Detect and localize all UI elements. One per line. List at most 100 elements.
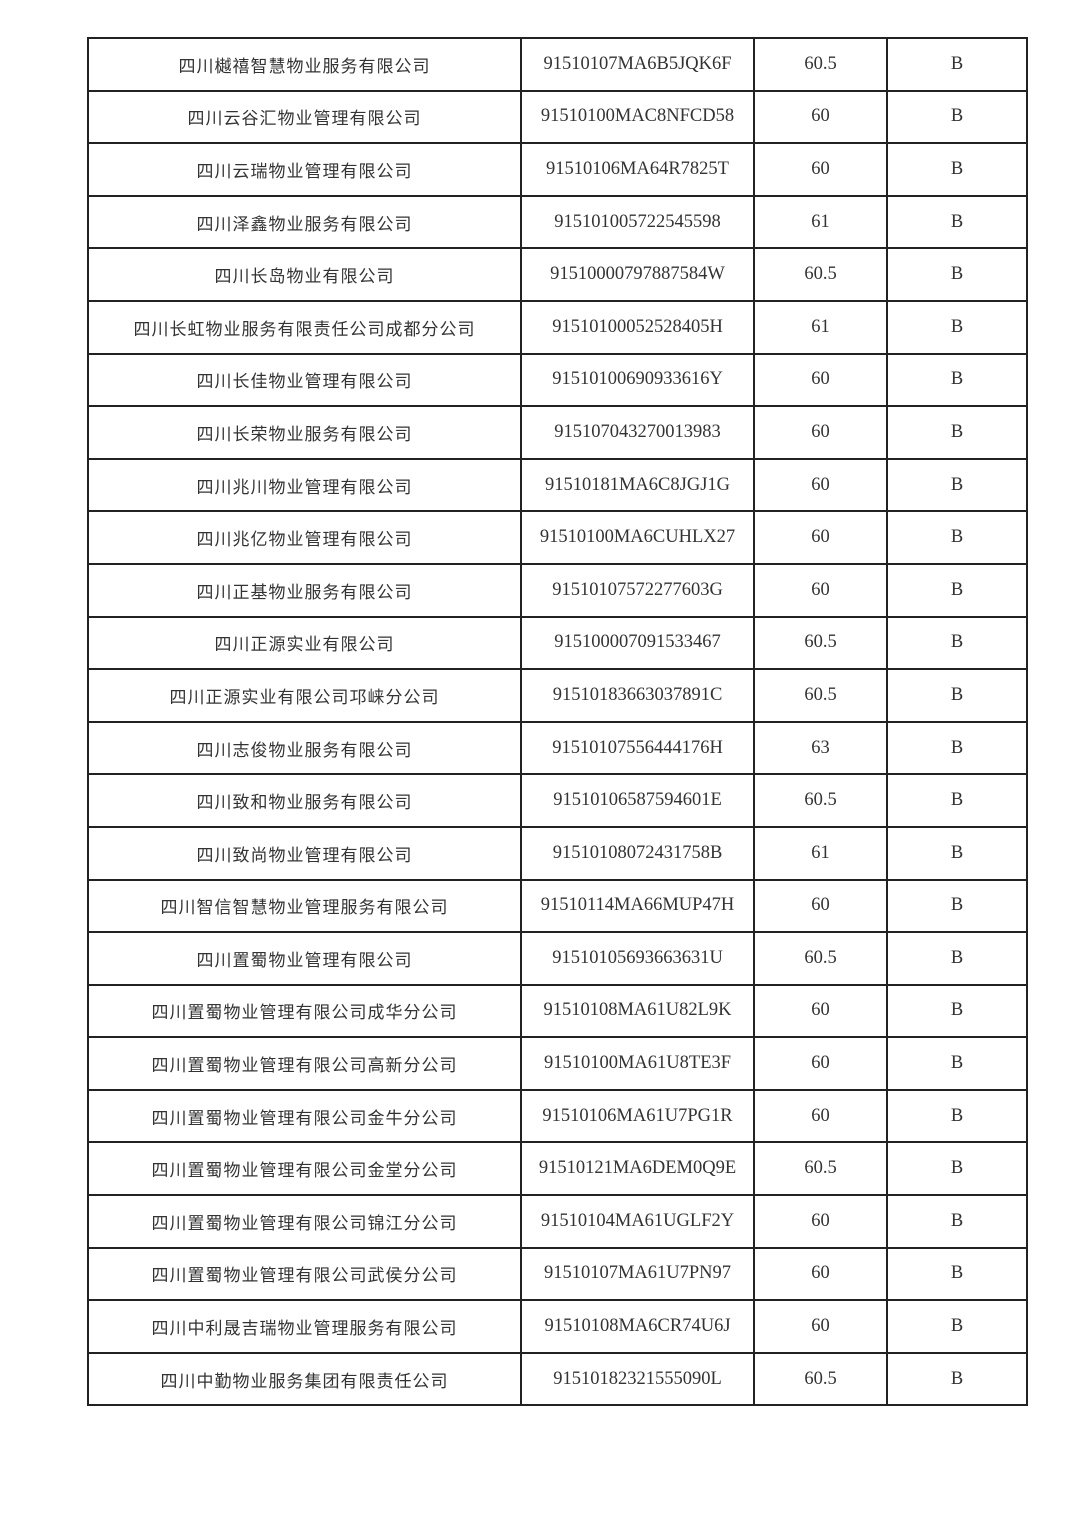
credit-code-cell: 91510107556444176H	[520, 720, 755, 776]
score-cell: 60.5	[753, 668, 888, 723]
score-cell: 63	[753, 720, 888, 776]
grade-cell: B	[886, 773, 1028, 828]
grade-cell: B	[886, 142, 1028, 197]
grade-cell: B	[886, 457, 1028, 513]
score-cell: 60	[753, 142, 888, 197]
grade-cell: B	[886, 878, 1028, 934]
table-body: 四川樾禧智慧物业服务有限公司 91510107MA6B5JQK6F 60.5 B 四川云…	[87, 37, 1028, 1407]
company-name-cell: 四川置蜀物业管理有限公司金牛分公司	[87, 1088, 522, 1144]
table-row: 四川云瑞物业管理有限公司 91510106MA64R7825T 60 B	[87, 142, 1028, 197]
company-name-cell: 四川置蜀物业管理有限公司高新分公司	[87, 1036, 522, 1091]
credit-code-cell: 91510121MA6DEM0Q9E	[520, 1141, 755, 1197]
table-row: 四川正源实业有限公司 915100007091533467 60.5 B	[87, 615, 1028, 671]
credit-code-cell: 91510108MA61U82L9K	[520, 983, 755, 1039]
company-name-cell: 四川长佳物业管理有限公司	[87, 352, 522, 408]
company-name-cell: 四川长荣物业服务有限公司	[87, 405, 522, 460]
credit-code-cell: 91510183663037891C	[520, 668, 755, 723]
grade-cell: B	[886, 1088, 1028, 1144]
score-cell: 60	[753, 1088, 888, 1144]
company-name-cell: 四川置蜀物业管理有限公司武侯分公司	[87, 1246, 522, 1302]
score-cell: 60	[753, 405, 888, 460]
company-name-cell: 四川云瑞物业管理有限公司	[87, 142, 522, 197]
grade-cell: B	[886, 562, 1028, 618]
table-row: 四川置蜀物业管理有限公司成华分公司 91510108MA61U82L9K 60 B	[87, 983, 1028, 1039]
grade-cell: B	[886, 37, 1028, 92]
grade-cell: B	[886, 247, 1028, 302]
company-name-cell: 四川正源实业有限公司邛崃分公司	[87, 668, 522, 723]
table-row: 四川置蜀物业管理有限公司锦江分公司 91510104MA61UGLF2Y 60 B	[87, 1194, 1028, 1249]
company-name-cell: 四川置蜀物业管理有限公司	[87, 931, 522, 986]
company-name-cell: 四川置蜀物业管理有限公司金堂分公司	[87, 1141, 522, 1197]
credit-code-cell: 915107043270013983	[520, 405, 755, 460]
company-name-cell: 四川致尚物业管理有限公司	[87, 825, 522, 881]
grade-cell: B	[886, 194, 1028, 250]
grade-cell: B	[886, 1194, 1028, 1249]
score-cell: 60.5	[753, 773, 888, 828]
company-name-cell: 四川云谷汇物业管理有限公司	[87, 89, 522, 145]
credit-code-cell: 91510100MA6CUHLX27	[520, 510, 755, 565]
credit-code-cell: 91510107MA6B5JQK6F	[520, 37, 755, 92]
score-cell: 60.5	[753, 247, 888, 302]
credit-code-cell: 91510108MA6CR74U6J	[520, 1299, 755, 1354]
score-cell: 60	[753, 510, 888, 565]
score-cell: 60.5	[753, 1141, 888, 1197]
table-row: 四川置蜀物业管理有限公司金牛分公司 91510106MA61U7PG1R 60 B	[87, 1088, 1028, 1144]
company-name-cell: 四川樾禧智慧物业服务有限公司	[87, 37, 522, 92]
company-name-cell: 四川泽鑫物业服务有限公司	[87, 194, 522, 250]
company-name-cell: 四川兆亿物业管理有限公司	[87, 510, 522, 565]
table-row: 四川志俊物业服务有限公司 91510107556444176H 63 B	[87, 720, 1028, 776]
table-row: 四川长荣物业服务有限公司 915107043270013983 60 B	[87, 405, 1028, 460]
table-row: 四川长岛物业有限公司 91510000797887584W 60.5 B	[87, 247, 1028, 302]
credit-code-cell: 91510107572277603G	[520, 562, 755, 618]
grade-cell: B	[886, 510, 1028, 565]
grade-cell: B	[886, 1246, 1028, 1302]
credit-code-cell: 915100007091533467	[520, 615, 755, 671]
table-row: 四川置蜀物业管理有限公司金堂分公司 91510121MA6DEM0Q9E 60.5 B	[87, 1141, 1028, 1197]
table-row: 四川正基物业服务有限公司 91510107572277603G 60 B	[87, 562, 1028, 618]
table-row: 四川致和物业服务有限公司 91510106587594601E 60.5 B	[87, 773, 1028, 828]
table-row: 四川中利晟吉瑞物业管理服务有限公司 91510108MA6CR74U6J 60 B	[87, 1299, 1028, 1354]
score-cell: 60	[753, 89, 888, 145]
score-cell: 60.5	[753, 1351, 888, 1407]
table-row: 四川兆川物业管理有限公司 91510181MA6C8JGJ1G 60 B	[87, 457, 1028, 513]
grade-cell: B	[886, 1351, 1028, 1407]
company-name-cell: 四川置蜀物业管理有限公司成华分公司	[87, 983, 522, 1039]
grade-cell: B	[886, 825, 1028, 881]
credit-code-cell: 91510108072431758B	[520, 825, 755, 881]
score-cell: 60.5	[753, 615, 888, 671]
score-cell: 60	[753, 457, 888, 513]
score-cell: 60	[753, 1246, 888, 1302]
company-name-cell: 四川兆川物业管理有限公司	[87, 457, 522, 513]
table-row: 四川泽鑫物业服务有限公司 915101005722545598 61 B	[87, 194, 1028, 250]
score-cell: 60	[753, 878, 888, 934]
score-cell: 60.5	[753, 931, 888, 986]
credit-code-cell: 91510100MAC8NFCD58	[520, 89, 755, 145]
company-name-cell: 四川长虹物业服务有限责任公司成都分公司	[87, 299, 522, 355]
company-name-cell: 四川长岛物业有限公司	[87, 247, 522, 302]
grade-cell: B	[886, 1141, 1028, 1197]
grade-cell: B	[886, 615, 1028, 671]
credit-code-cell: 91510100690933616Y	[520, 352, 755, 408]
credit-code-cell: 91510107MA61U7PN97	[520, 1246, 755, 1302]
table-row: 四川置蜀物业管理有限公司 91510105693663631U 60.5 B	[87, 931, 1028, 986]
score-cell: 60	[753, 352, 888, 408]
company-name-cell: 四川智信智慧物业管理服务有限公司	[87, 878, 522, 934]
credit-code-cell: 91510106MA61U7PG1R	[520, 1088, 755, 1144]
grade-cell: B	[886, 89, 1028, 145]
table-row: 四川正源实业有限公司邛崃分公司 91510183663037891C 60.5 B	[87, 668, 1028, 723]
credit-code-cell: 91510100052528405H	[520, 299, 755, 355]
company-name-cell: 四川正基物业服务有限公司	[87, 562, 522, 618]
table-row: 四川长佳物业管理有限公司 91510100690933616Y 60 B	[87, 352, 1028, 408]
score-cell: 61	[753, 194, 888, 250]
score-cell: 60	[753, 1194, 888, 1249]
grade-cell: B	[886, 1299, 1028, 1354]
table-row: 四川中勤物业服务集团有限责任公司 91510182321555090L 60.5 B	[87, 1351, 1028, 1407]
table-row: 四川樾禧智慧物业服务有限公司 91510107MA6B5JQK6F 60.5 B	[87, 37, 1028, 92]
score-cell: 60.5	[753, 37, 888, 92]
credit-code-cell: 91510114MA66MUP47H	[520, 878, 755, 934]
table-row: 四川置蜀物业管理有限公司高新分公司 91510100MA61U8TE3F 60 B	[87, 1036, 1028, 1091]
table-row: 四川置蜀物业管理有限公司武侯分公司 91510107MA61U7PN97 60 B	[87, 1246, 1028, 1302]
grade-cell: B	[886, 720, 1028, 776]
table-row: 四川云谷汇物业管理有限公司 91510100MAC8NFCD58 60 B	[87, 89, 1028, 145]
company-name-cell: 四川置蜀物业管理有限公司锦江分公司	[87, 1194, 522, 1249]
